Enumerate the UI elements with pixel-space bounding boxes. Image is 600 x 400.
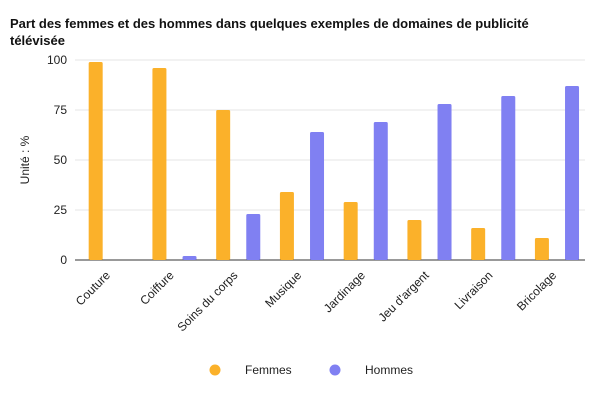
legend-label-femmes: Femmes — [245, 363, 292, 377]
bar-hommes — [310, 132, 325, 260]
x-tick-label: Couture — [73, 268, 113, 308]
bar-hommes — [373, 122, 388, 260]
bar-hommes — [437, 104, 452, 260]
y-tick-label: 0 — [60, 253, 67, 267]
bar-hommes — [565, 86, 580, 260]
bar-femmes — [471, 228, 486, 260]
legend-swatch-hommes — [329, 364, 341, 376]
bar-femmes — [216, 110, 231, 260]
y-tick-label: 100 — [47, 53, 67, 67]
legend-label-hommes: Hommes — [365, 363, 413, 377]
bar-femmes — [534, 238, 549, 260]
bar-femmes — [88, 62, 103, 260]
x-tick-label: Livraison — [452, 268, 496, 312]
bar-hommes — [501, 96, 516, 260]
x-tick-label: Jeu d'argent — [375, 268, 432, 325]
bar-femmes — [152, 68, 167, 260]
bar-hommes — [182, 256, 197, 260]
chart-title: Part des femmes et des hommes dans quelq… — [10, 16, 529, 48]
y-axis-title: Unité : % — [18, 135, 32, 184]
legend-swatch-femmes — [209, 364, 221, 376]
y-tick-label: 25 — [54, 203, 68, 217]
bar-femmes — [279, 192, 294, 260]
x-tick-label: Jardinage — [321, 268, 368, 315]
x-tick-label: Musique — [262, 268, 304, 310]
y-tick-label: 75 — [54, 103, 68, 117]
bar-femmes — [407, 220, 422, 260]
bar-hommes — [246, 214, 261, 260]
x-tick-label: Soins du corps — [174, 268, 240, 334]
bar-femmes — [343, 202, 358, 260]
y-tick-label: 50 — [54, 153, 68, 167]
x-tick-label: Bricolage — [514, 268, 560, 314]
x-tick-label: Coiffure — [137, 268, 177, 308]
